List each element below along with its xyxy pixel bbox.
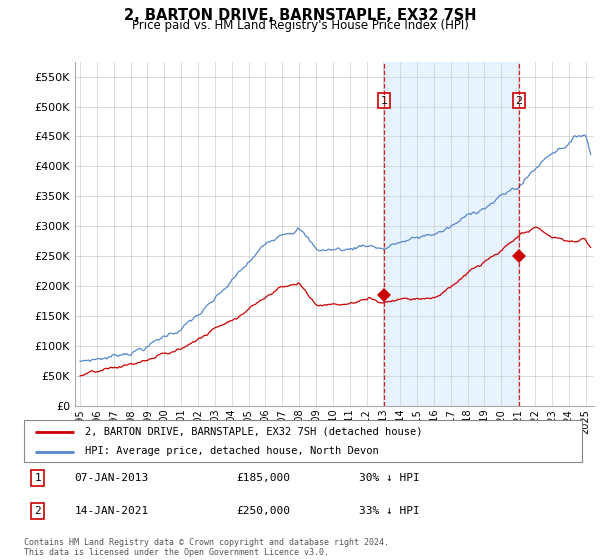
- Text: 33% ↓ HPI: 33% ↓ HPI: [359, 506, 419, 516]
- FancyBboxPatch shape: [24, 420, 582, 462]
- Text: 2, BARTON DRIVE, BARNSTAPLE, EX32 7SH: 2, BARTON DRIVE, BARNSTAPLE, EX32 7SH: [124, 8, 476, 24]
- Text: 14-JAN-2021: 14-JAN-2021: [74, 506, 148, 516]
- Text: £250,000: £250,000: [236, 506, 290, 516]
- Text: 30% ↓ HPI: 30% ↓ HPI: [359, 473, 419, 483]
- Text: Price paid vs. HM Land Registry's House Price Index (HPI): Price paid vs. HM Land Registry's House …: [131, 19, 469, 32]
- Text: 2: 2: [515, 96, 523, 105]
- Text: 2, BARTON DRIVE, BARNSTAPLE, EX32 7SH (detached house): 2, BARTON DRIVE, BARNSTAPLE, EX32 7SH (d…: [85, 427, 423, 437]
- Text: 1: 1: [35, 473, 41, 483]
- Text: £185,000: £185,000: [236, 473, 290, 483]
- Text: HPI: Average price, detached house, North Devon: HPI: Average price, detached house, Nort…: [85, 446, 379, 456]
- Text: 2: 2: [35, 506, 41, 516]
- Bar: [384, 62, 519, 406]
- Text: Contains HM Land Registry data © Crown copyright and database right 2024.
This d: Contains HM Land Registry data © Crown c…: [24, 538, 389, 557]
- Text: 07-JAN-2013: 07-JAN-2013: [74, 473, 148, 483]
- Text: 1: 1: [380, 96, 388, 105]
